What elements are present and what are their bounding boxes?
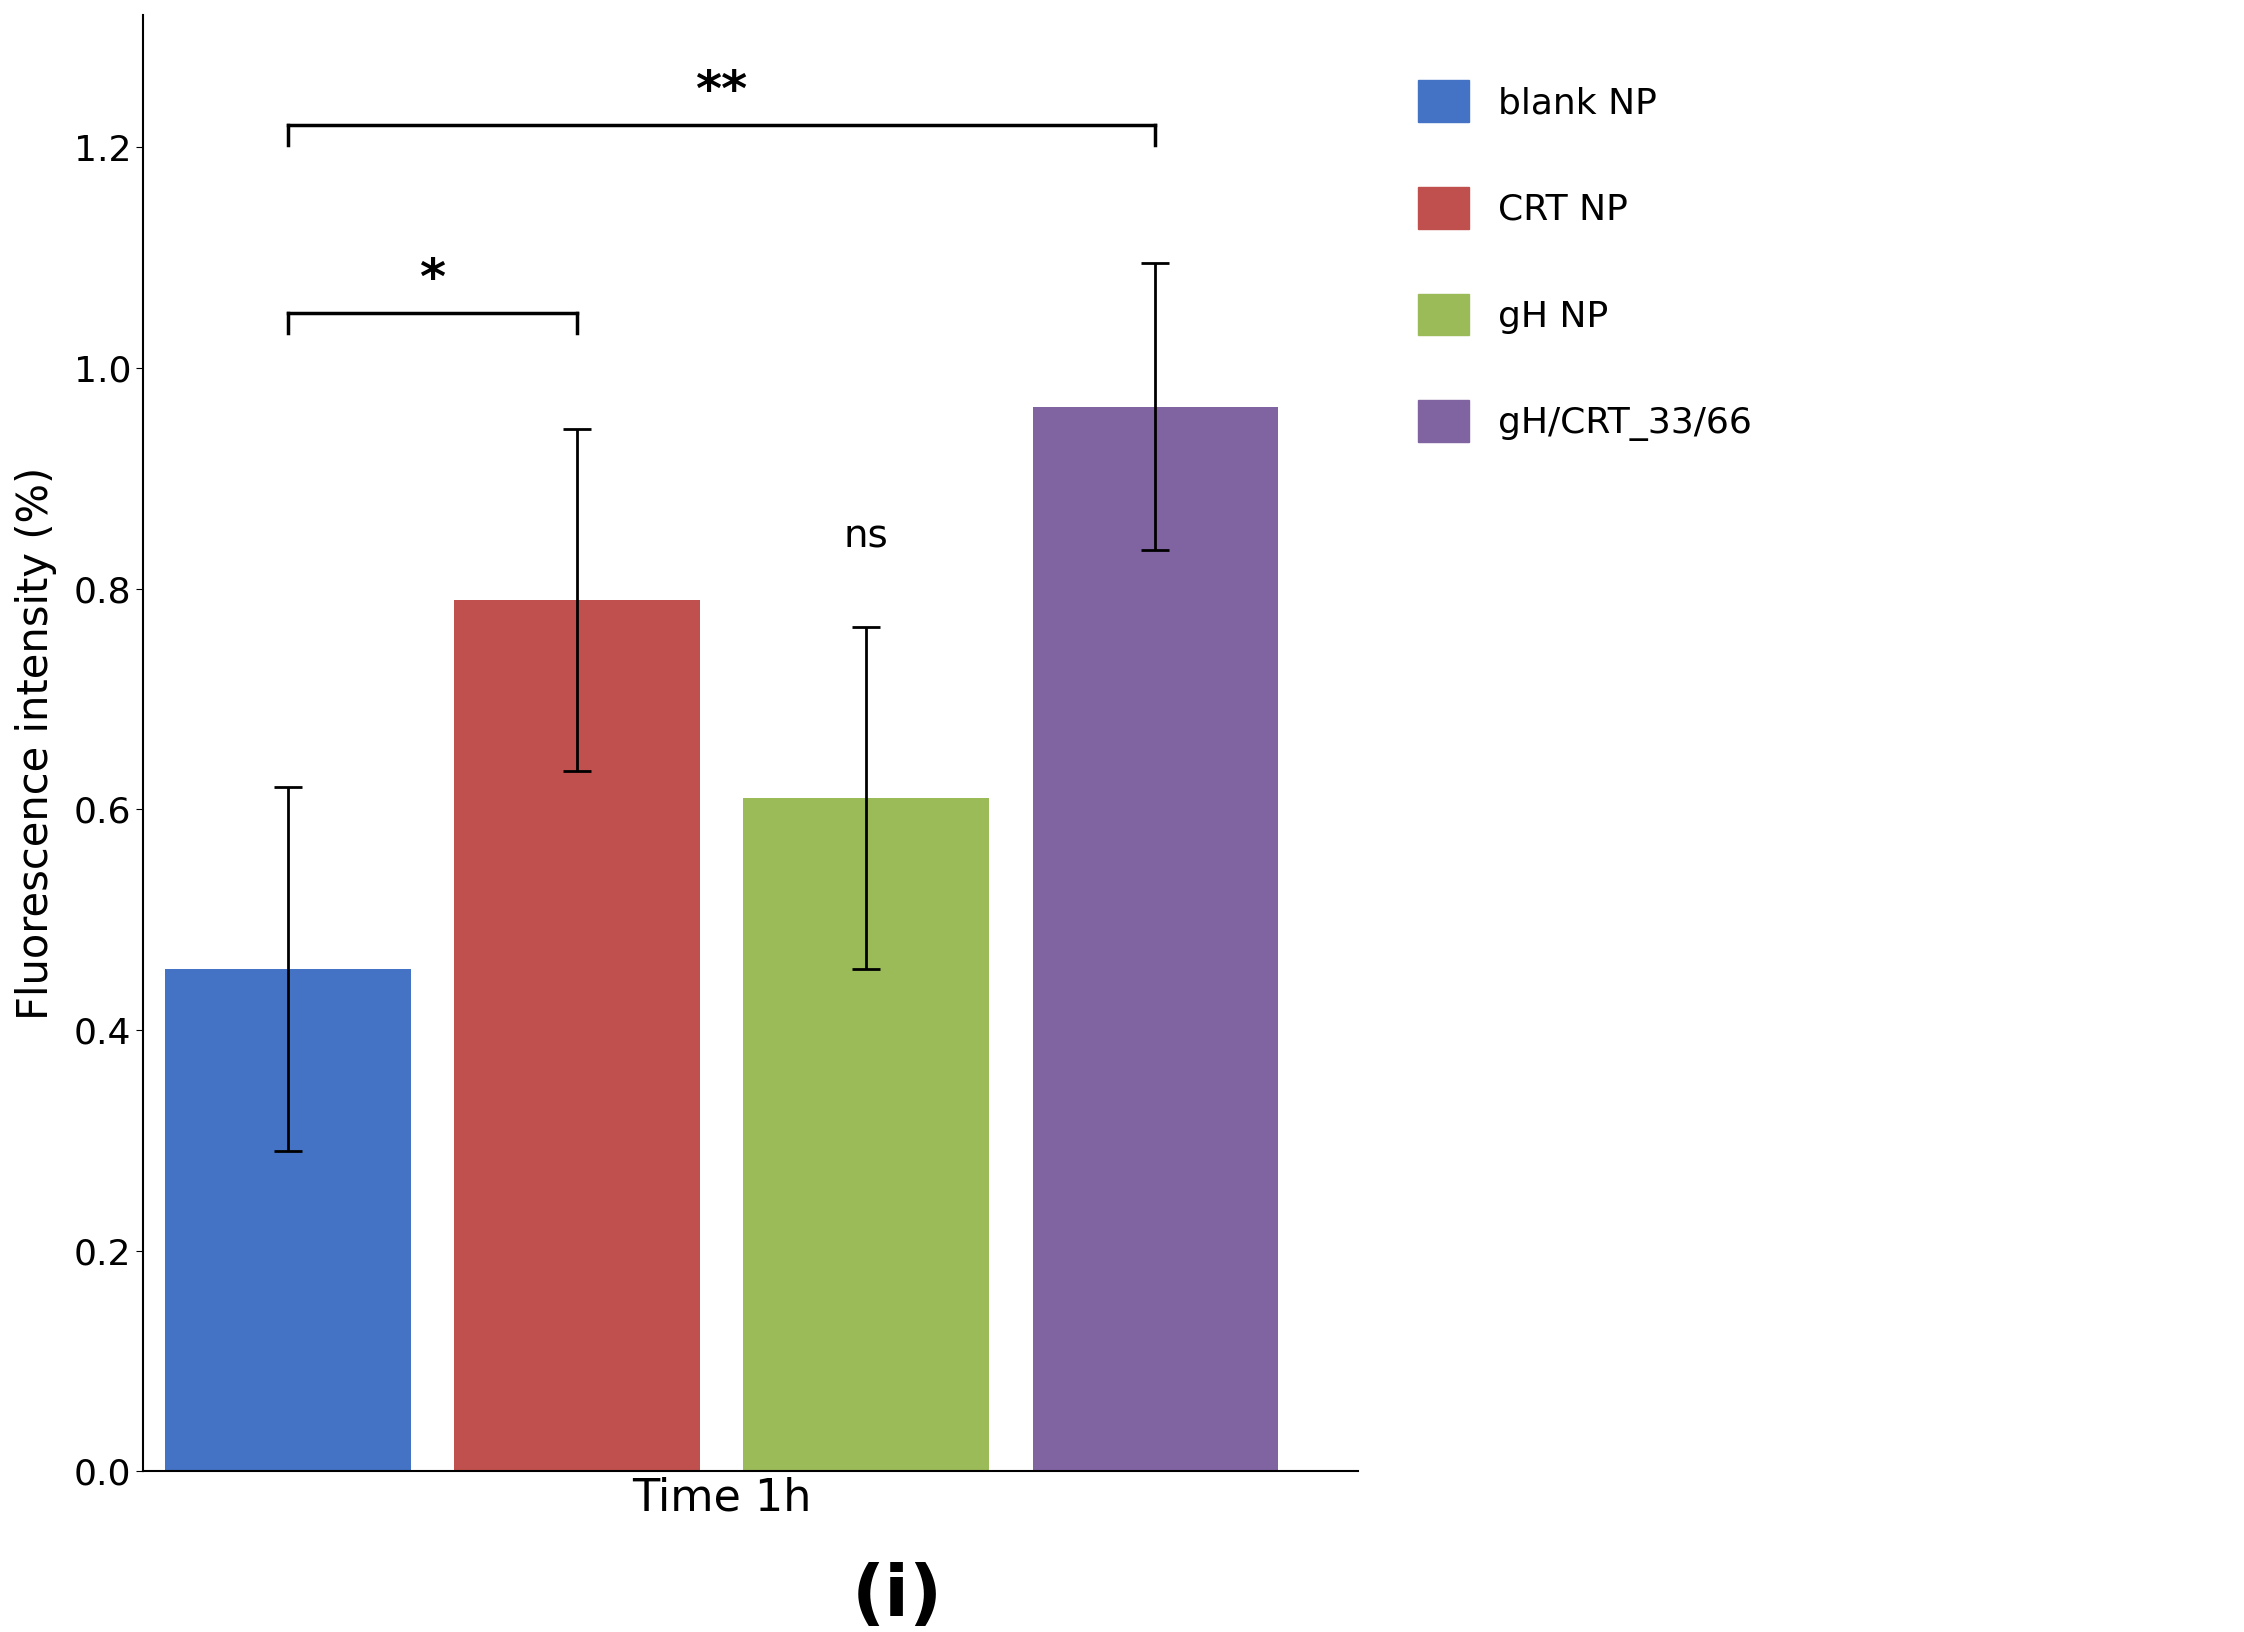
Text: ns: ns — [844, 517, 889, 555]
Text: **: ** — [696, 69, 747, 116]
Text: *: * — [420, 256, 444, 304]
Bar — [453, 599, 700, 1470]
Bar — [743, 798, 990, 1470]
Legend: blank NP, CRT NP, gH NP, gH/CRT_33/66: blank NP, CRT NP, gH NP, gH/CRT_33/66 — [1400, 62, 1771, 460]
Bar — [164, 969, 411, 1470]
Bar — [1032, 406, 1279, 1470]
Y-axis label: Fluorescence intensity (%): Fluorescence intensity (%) — [16, 467, 56, 1020]
Text: (i): (i) — [853, 1562, 942, 1630]
